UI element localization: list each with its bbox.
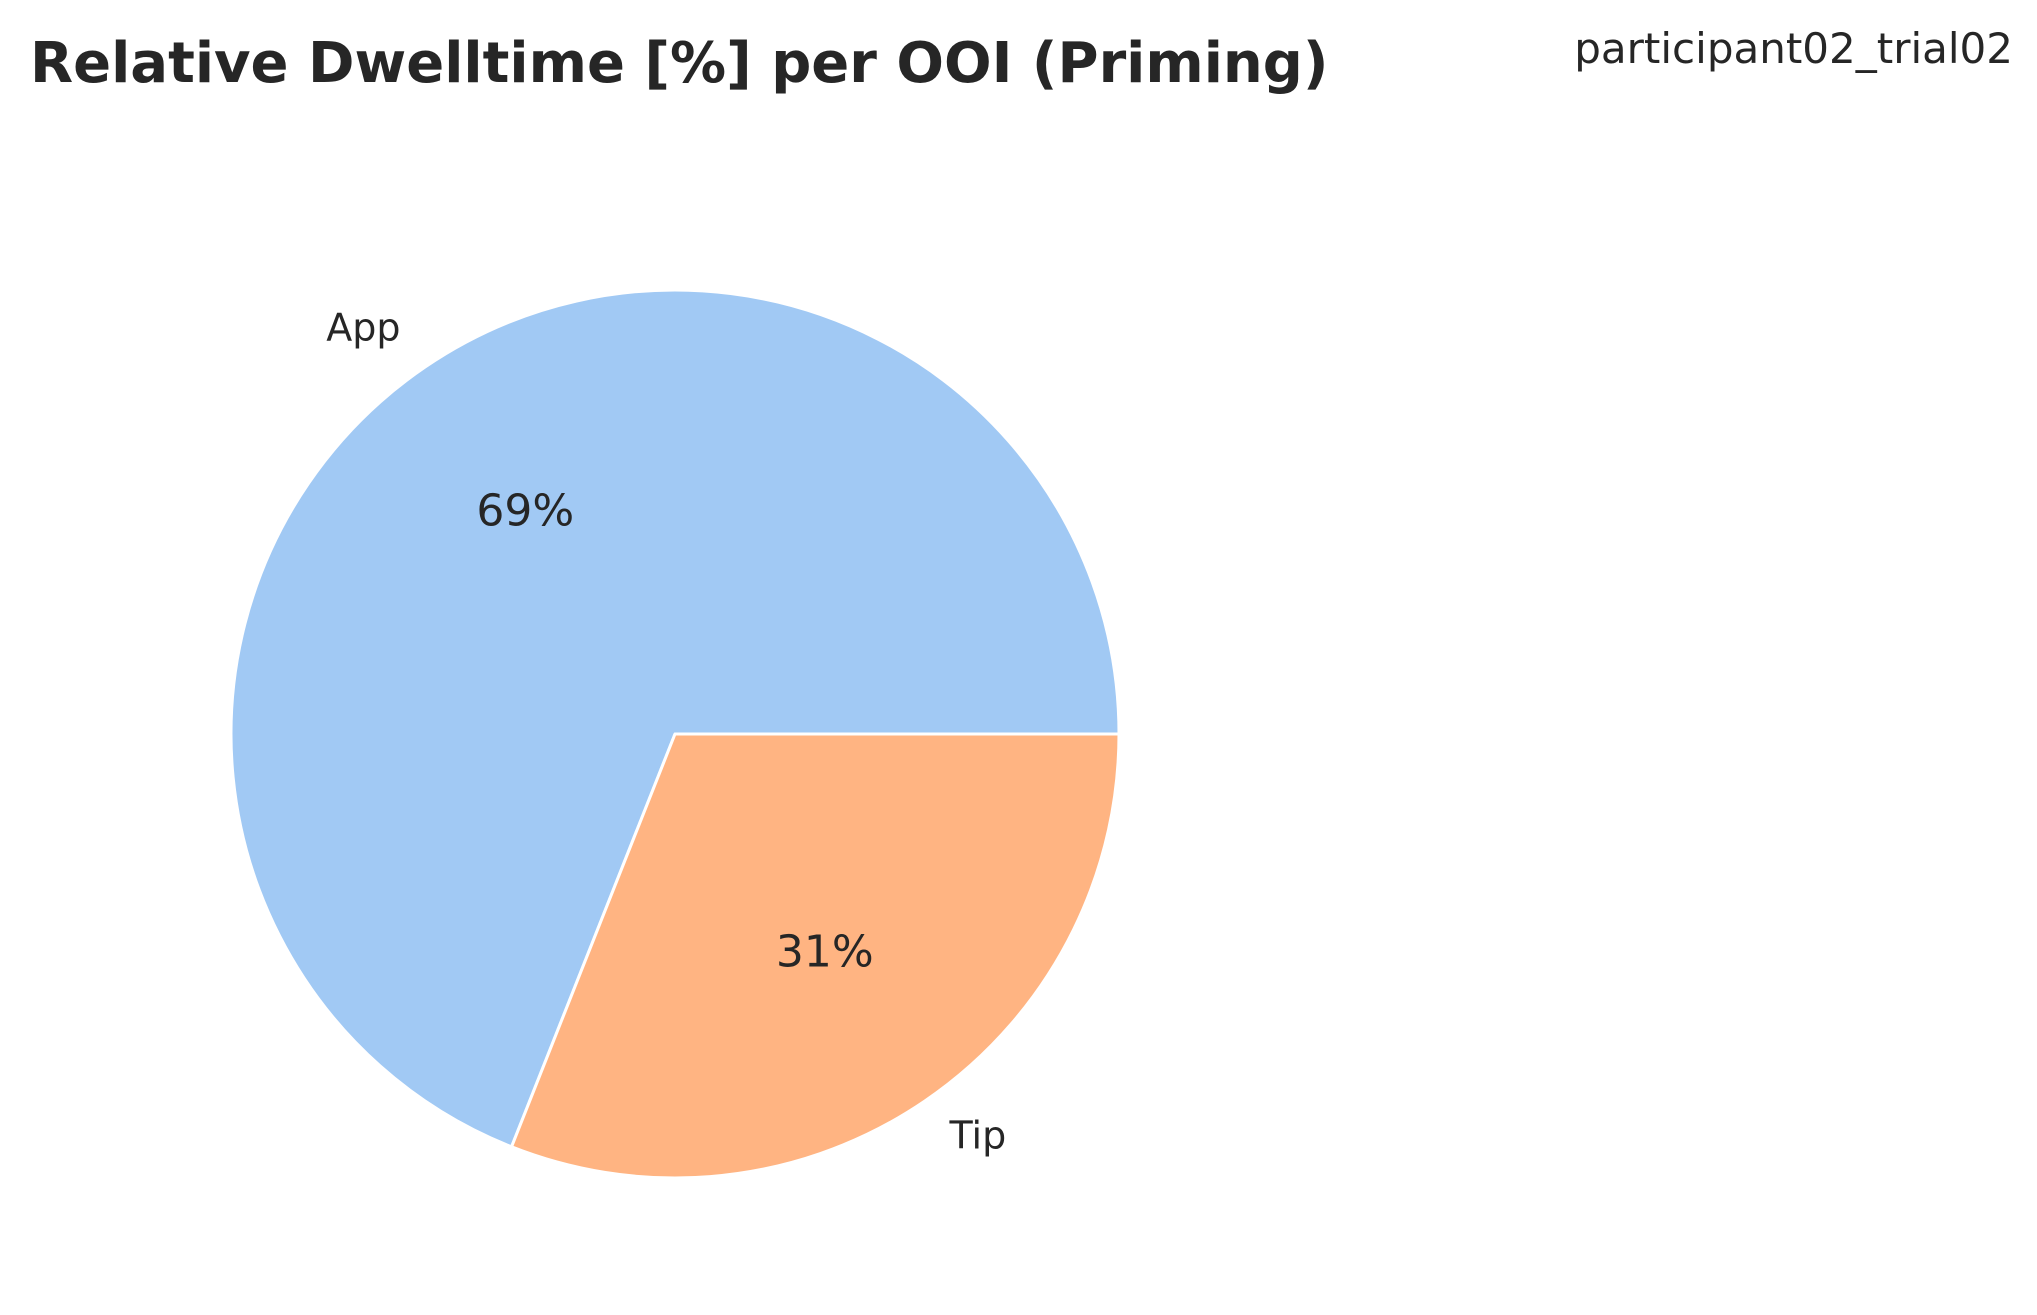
slice-percent-app: 69%: [476, 486, 574, 537]
chart-title: Relative Dwelltime [%] per OOI (Priming): [30, 31, 1329, 96]
slice-percent-tip: 31%: [776, 926, 874, 977]
slice-label-tip: Tip: [949, 1113, 1007, 1157]
chart-subtitle: participant02_trial02: [1574, 24, 2013, 73]
pie-slice-app: [229, 288, 1121, 1149]
pie-slice-tip: [510, 732, 1121, 1180]
pie-slices: [229, 288, 1121, 1180]
pie-labels: App 69% Tip 31%: [326, 306, 1006, 1158]
slice-label-app: App: [326, 306, 400, 350]
